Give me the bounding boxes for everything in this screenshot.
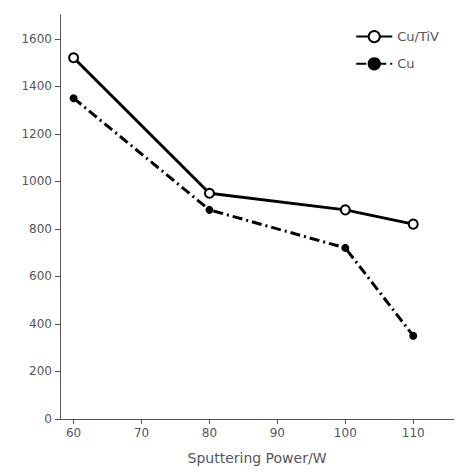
svg-text:1000: 1000 bbox=[21, 174, 52, 188]
svg-text:600: 600 bbox=[29, 269, 52, 283]
svg-text:Cu: Cu bbox=[397, 56, 414, 71]
svg-text:800: 800 bbox=[29, 222, 52, 236]
svg-text:70: 70 bbox=[134, 426, 149, 440]
svg-text:1400: 1400 bbox=[21, 79, 52, 93]
svg-text:80: 80 bbox=[202, 426, 217, 440]
svg-text:100: 100 bbox=[334, 426, 357, 440]
svg-text:400: 400 bbox=[29, 317, 52, 331]
svg-text:Cu/TiV: Cu/TiV bbox=[397, 29, 439, 44]
svg-text:Sputtering Power/W: Sputtering Power/W bbox=[188, 450, 327, 466]
svg-text:60: 60 bbox=[66, 426, 81, 440]
svg-text:1200: 1200 bbox=[21, 127, 52, 141]
svg-text:1600: 1600 bbox=[21, 32, 52, 46]
svg-text:110: 110 bbox=[402, 426, 425, 440]
svg-text:90: 90 bbox=[270, 426, 285, 440]
svg-text:0: 0 bbox=[44, 412, 52, 426]
svg-text:200: 200 bbox=[29, 364, 52, 378]
